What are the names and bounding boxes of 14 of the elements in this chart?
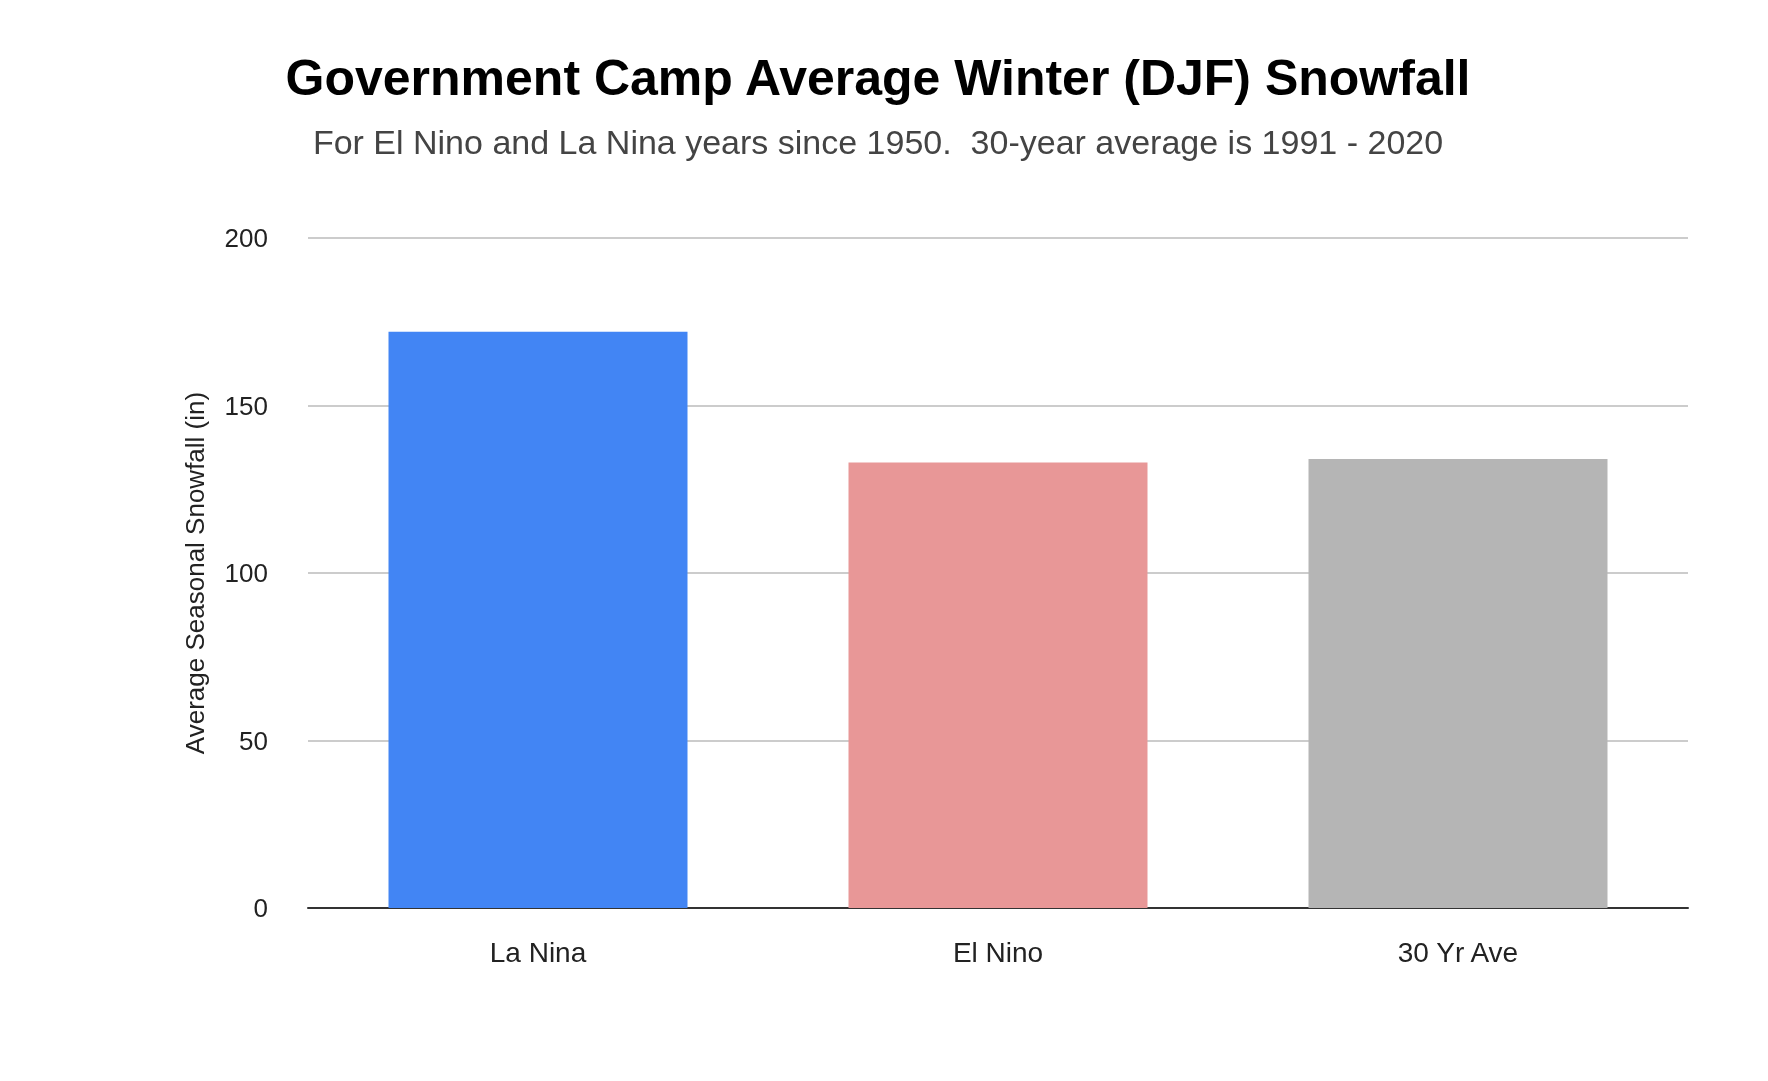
y-tick-label: 100 xyxy=(224,558,268,588)
chart-title: Government Camp Average Winter (DJF) Snowfall xyxy=(285,50,1471,106)
y-tick-label: 0 xyxy=(253,893,268,923)
y-axis-title: Average Seasonal Snowfall (in) xyxy=(180,391,210,755)
chart-subtitle: For El Nino and La Nina years since 1950. 30-year average is 1991 - 2020 xyxy=(312,123,1444,161)
x-tick-label: La Nina xyxy=(489,936,587,968)
bar xyxy=(848,462,1148,908)
bar xyxy=(1308,459,1608,908)
y-tick-label: 50 xyxy=(239,725,268,756)
bar xyxy=(388,331,688,908)
y-tick-label: 150 xyxy=(224,390,268,421)
x-tick-label: 30 Yr Ave xyxy=(1397,936,1519,968)
x-tick-label: El Nino xyxy=(952,936,1044,968)
y-tick-label: 200 xyxy=(224,223,268,253)
